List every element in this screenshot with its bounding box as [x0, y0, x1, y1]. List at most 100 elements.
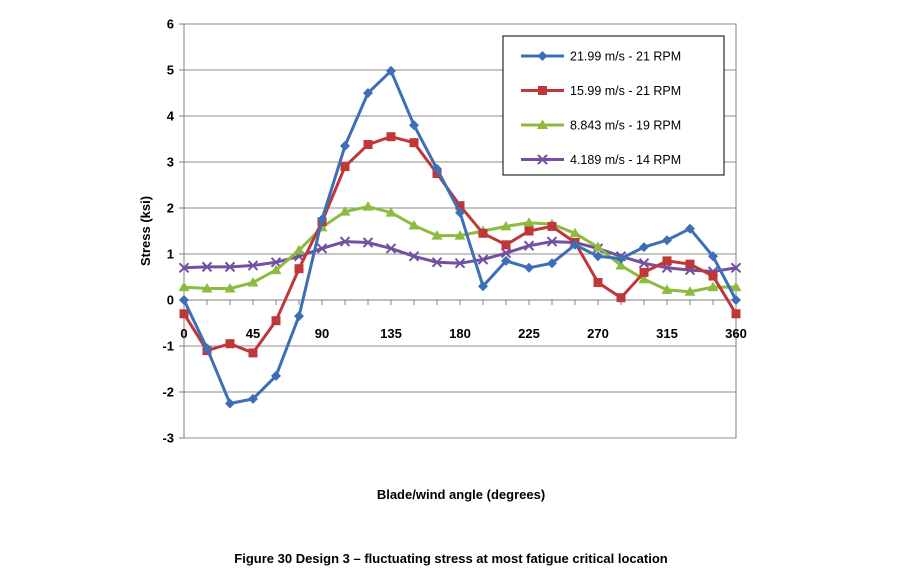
data-point-stroke — [316, 243, 328, 254]
legend-label: 8.843 m/s - 19 RPM — [570, 119, 681, 133]
data-point — [316, 243, 328, 254]
y-axis-title: Stress (ksi) — [138, 196, 153, 266]
x-axis-title: Blade/wind angle (degrees) — [377, 487, 545, 502]
data-point — [409, 120, 419, 131]
x-tick-label: 225 — [518, 326, 540, 341]
data-point — [500, 247, 512, 259]
data-point — [363, 88, 373, 98]
data-point — [523, 217, 535, 227]
data-point — [593, 251, 603, 262]
data-point — [537, 51, 548, 61]
data-point — [478, 228, 488, 238]
data-point — [616, 253, 626, 264]
data-point — [247, 260, 259, 271]
y-tick-label: -3 — [162, 431, 174, 446]
data-point-stroke — [537, 154, 548, 165]
data-point — [340, 162, 350, 172]
data-point — [202, 343, 212, 354]
data-point — [639, 242, 649, 253]
x-tick-label: 45 — [246, 326, 260, 341]
data-point — [524, 262, 534, 273]
data-point — [524, 226, 534, 236]
data-point — [317, 214, 327, 225]
x-tick-label: 315 — [656, 326, 678, 341]
data-point-stroke — [408, 251, 420, 262]
data-point — [408, 219, 420, 230]
data-point — [362, 201, 374, 211]
data-point-stroke — [523, 240, 535, 251]
data-point-stroke — [454, 257, 466, 269]
data-point — [224, 283, 236, 293]
data-point — [707, 281, 719, 292]
y-tick-label: 5 — [167, 63, 174, 78]
data-point — [271, 316, 281, 326]
legend-box — [502, 35, 725, 176]
data-point — [639, 267, 649, 277]
data-point — [385, 207, 397, 217]
x-tick-label: 270 — [587, 326, 609, 341]
legend-entry-4: 4.189 m/s - 14 RPM — [521, 153, 681, 167]
data-point — [708, 271, 718, 281]
data-point — [570, 239, 580, 250]
data-point — [408, 251, 420, 262]
data-point — [615, 260, 627, 270]
legend-entry-2: 15.99 m/s - 21 RPM — [521, 84, 681, 98]
x-tick-label: 0 — [180, 326, 187, 341]
data-point-stroke — [385, 243, 397, 254]
data-point — [685, 223, 695, 234]
data-point — [547, 221, 557, 231]
data-point — [409, 138, 419, 148]
data-point — [362, 237, 374, 248]
series-layer — [178, 65, 742, 409]
data-point — [546, 236, 558, 247]
data-point — [179, 295, 189, 305]
y-tick-label: 3 — [167, 155, 174, 170]
data-point — [431, 230, 443, 240]
y-tick-label: -1 — [162, 339, 174, 354]
data-point-stroke — [500, 247, 512, 259]
data-point-stroke — [546, 236, 558, 247]
axis-layer — [179, 23, 737, 439]
data-point — [248, 348, 258, 358]
data-point — [537, 154, 548, 165]
data-point-stroke — [270, 257, 282, 268]
data-point — [340, 140, 350, 151]
data-point — [454, 230, 466, 240]
data-point — [477, 254, 489, 265]
data-point-stroke — [477, 254, 489, 265]
data-point — [431, 257, 443, 268]
data-point — [731, 295, 741, 305]
data-point — [248, 393, 258, 404]
data-point — [730, 281, 742, 292]
y-tick-label: -2 — [162, 385, 174, 400]
data-point — [455, 201, 465, 211]
x-tick-label: 135 — [380, 326, 402, 341]
data-point — [685, 259, 695, 269]
data-point — [201, 261, 213, 273]
data-point — [270, 264, 282, 275]
data-point-stroke — [201, 261, 213, 273]
data-point — [731, 309, 741, 319]
data-point — [592, 241, 604, 252]
legend-label: 15.99 m/s - 21 RPM — [570, 84, 681, 98]
data-point — [523, 240, 535, 251]
data-point — [708, 251, 718, 262]
data-point — [270, 257, 282, 268]
data-point — [638, 273, 650, 284]
data-point — [638, 257, 650, 269]
data-point — [432, 163, 442, 174]
data-point — [178, 262, 190, 274]
x-tick-label: 90 — [315, 326, 329, 341]
data-point-stroke — [247, 260, 259, 271]
data-point — [386, 132, 396, 142]
data-point — [179, 309, 189, 319]
legend-entry-3: 8.843 m/s - 19 RPM — [521, 119, 681, 133]
data-point — [684, 286, 696, 296]
data-point-stroke — [431, 257, 443, 268]
data-point-stroke — [362, 237, 374, 248]
data-point — [593, 278, 603, 288]
data-point — [455, 207, 465, 218]
